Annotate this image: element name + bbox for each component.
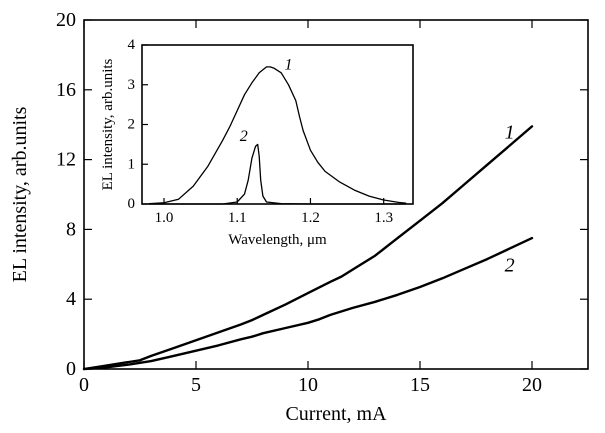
- main-y-tick-label: 16: [56, 79, 76, 101]
- main-x-tick-label: 15: [410, 374, 430, 396]
- inset-series-1-tag: 1: [284, 57, 292, 74]
- main-series-2-tag: 2: [505, 254, 515, 276]
- main-series-2-line: [82, 236, 534, 371]
- inset-series-2-tag: 2: [240, 128, 248, 145]
- main-x-tick-label: 5: [191, 374, 201, 396]
- inset-background: [142, 45, 413, 204]
- main-series-1-tag: 1: [505, 122, 515, 144]
- main-series-1-line: [82, 125, 534, 371]
- inset-y-axis-label: EL intensity, arb.units: [100, 58, 116, 190]
- main-x-axis-label: Current, mA: [285, 403, 387, 425]
- inset-series-1-line: [148, 66, 407, 205]
- inset-y-tick-label: 3: [128, 77, 136, 93]
- inset-x-tick-label: 1.0: [155, 210, 174, 226]
- main-y-tick-label: 0: [66, 358, 76, 380]
- main-y-axis-label: EL intensity, arb.units: [9, 106, 31, 282]
- inset-y-tick-label: 1: [128, 156, 136, 172]
- main-y-tick-label: 20: [56, 9, 76, 31]
- main-y-tick-label: 12: [56, 149, 76, 171]
- inset-x-tick-label: 1.3: [374, 210, 393, 226]
- inset-y-tick-label: 0: [128, 196, 136, 212]
- inset-x-axis-label: Wavelength, μm: [228, 232, 327, 248]
- inset-series-2-line: [148, 143, 407, 205]
- main-y-tick-label: 4: [66, 288, 76, 310]
- inset-x-tick-label: 1.1: [228, 210, 247, 226]
- inset-y-tick-label: 4: [128, 37, 136, 53]
- inset-y-tick-label: 2: [128, 117, 136, 133]
- main-x-tick-label: 20: [522, 374, 542, 396]
- inset-x-tick-label: 1.2: [301, 210, 320, 226]
- main-y-tick-label: 8: [66, 218, 76, 240]
- inset-chart: 1.0 1.1 1.2 1.3 0 1 2 3 4 Wavelength, μm EL intens…: [100, 37, 414, 248]
- main-plot-frame: [83, 19, 589, 370]
- main-x-tick-label: 10: [298, 374, 318, 396]
- main-x-tick-label: 0: [79, 374, 89, 396]
